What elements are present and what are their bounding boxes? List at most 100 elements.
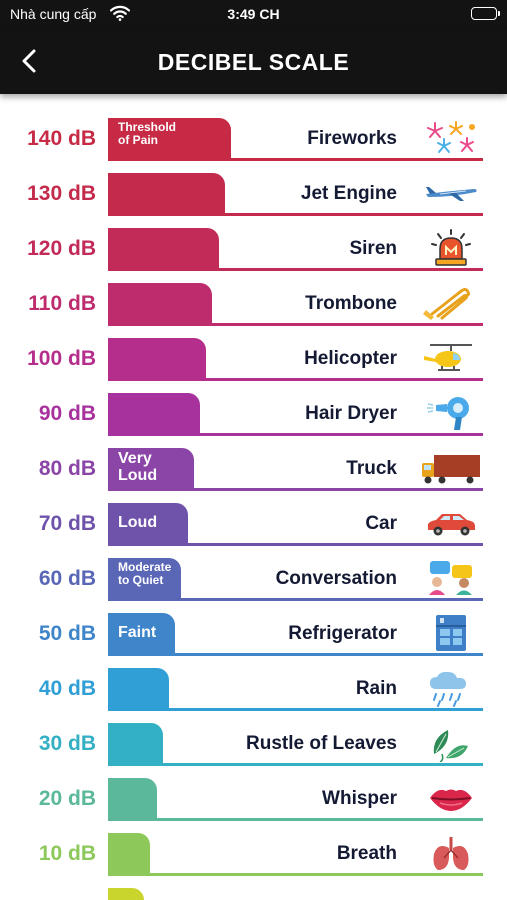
decibel-bar [108,723,163,765]
row-divider [108,543,483,546]
sound-source-label: Conversation [275,568,397,589]
carrier-name: Nhà cung cấp [10,6,97,22]
sound-source-label: Breath [336,843,397,864]
decibel-value: 10 dB [38,842,96,865]
row-divider [108,158,483,161]
sound-source-label: Fireworks [307,128,397,149]
back-button[interactable] [16,46,46,76]
siren-icon [420,229,482,267]
row-divider [108,378,483,381]
decibel-bar: Moderate to Quiet [108,558,182,600]
trombone-icon [420,284,482,322]
decibel-value: 140 dB [27,127,96,150]
decibel-row: 60 dB Moderate to Quiet Conversation [0,558,507,613]
decibel-value: 30 dB [38,732,96,755]
loudness-band-label: Very Loud [118,450,158,484]
decibel-row: 110 dB Trombone [0,283,507,338]
decibel-row: 80 dB Very Loud Truck [0,448,507,503]
rain-cloud-icon [420,669,482,707]
decibel-row: 70 dB Loud Car [0,503,507,558]
battery-icon [471,7,500,20]
row-divider [108,323,483,326]
decibel-row: 120 dB Siren [0,228,507,283]
decibel-row: 20 dB Whisper [0,778,507,833]
sound-source-label: Siren [349,238,397,259]
row-divider [108,653,483,656]
decibel-bar: Faint [108,613,176,655]
decibel-row: 40 dB Rain [0,668,507,723]
decibel-bar: Threshold of Pain [108,118,231,160]
sound-source-label: Car [365,513,397,534]
page-title: DECIBEL SCALE [157,49,350,75]
decibel-row: 130 dB Jet Engine [0,173,507,228]
decibel-value: 120 dB [27,237,96,260]
decibel-value: 50 dB [38,622,96,645]
decibel-bar [108,228,219,270]
decibel-row: 100 dB Helicopter [0,338,507,393]
conversation-icon [420,559,482,597]
leaves-icon [420,724,482,763]
decibel-value: 100 dB [27,347,96,370]
navigation-bar: DECIBEL SCALE [0,30,507,94]
decibel-bar: Loud [108,503,188,545]
sound-source-label: Hair Dryer [305,403,397,424]
row-divider [108,213,483,216]
decibel-bar [108,888,145,900]
wifi-icon [109,5,131,24]
sound-source-label: Helicopter [304,348,397,369]
decibel-bar [108,393,200,435]
lips-icon [420,779,482,817]
loudness-band-label: Loud [118,514,158,531]
decibel-bar [108,778,157,820]
decibel-bar [108,833,151,875]
decibel-value: 130 dB [27,182,96,205]
truck-icon [420,449,482,487]
sound-source-label: Rustle of Leaves [246,733,397,754]
decibel-bar [108,173,225,215]
chevron-left-icon [22,49,36,73]
decibel-scale-list: 140 dB Threshold of Pain Fireworks 130 dB Je… [0,94,507,900]
decibel-bar: Very Loud [108,448,194,490]
sound-source-label: Rain [355,678,397,699]
airplane-icon [420,174,482,212]
decibel-row: 140 dB Threshold of Pain Fireworks [0,118,507,173]
row-divider [108,818,483,821]
status-time: 3:49 CH [227,6,280,22]
decibel-row: 50 dB Faint Refrigerator [0,613,507,668]
sound-source-label: Whisper [322,788,397,809]
decibel-row: 30 dB Rustle of Leaves [0,723,507,778]
decibel-value: 40 dB [38,677,96,700]
decibel-value: 20 dB [38,787,96,810]
loudness-band-label: Threshold of Pain [118,120,177,147]
car-icon [420,504,482,542]
sound-source-label: Truck [346,458,397,479]
decibel-row: 90 dB Hair Dryer [0,393,507,448]
decibel-bar [108,668,169,710]
decibel-value: 70 dB [38,512,96,535]
row-divider [108,433,483,436]
decibel-bar [108,338,207,380]
row-divider [108,488,483,491]
loudness-band-label: Moderate to Quiet [118,560,172,587]
helicopter-icon [420,339,482,377]
row-divider [108,873,483,876]
decibel-bar [108,283,213,325]
decibel-value: 110 dB [28,292,96,315]
status-bar: Nhà cung cấp 3:49 CH [0,0,507,30]
decibel-row: 10 dB Breath [0,833,507,888]
row-divider [108,268,483,271]
fireworks-icon [420,119,482,157]
refrigerator-icon [420,614,482,652]
decibel-value: 90 dB [38,402,96,425]
loudness-band-label: Faint [118,624,157,641]
sound-source-label: Refrigerator [288,623,397,644]
decibel-value: 60 dB [38,567,96,590]
row-divider [108,763,483,766]
sound-source-label: Trombone [305,293,397,314]
row-divider [108,598,483,601]
row-divider [108,708,483,711]
hair-dryer-icon [420,394,482,432]
decibel-row [0,888,507,900]
lungs-icon [420,834,482,872]
decibel-value: 80 dB [38,457,96,480]
